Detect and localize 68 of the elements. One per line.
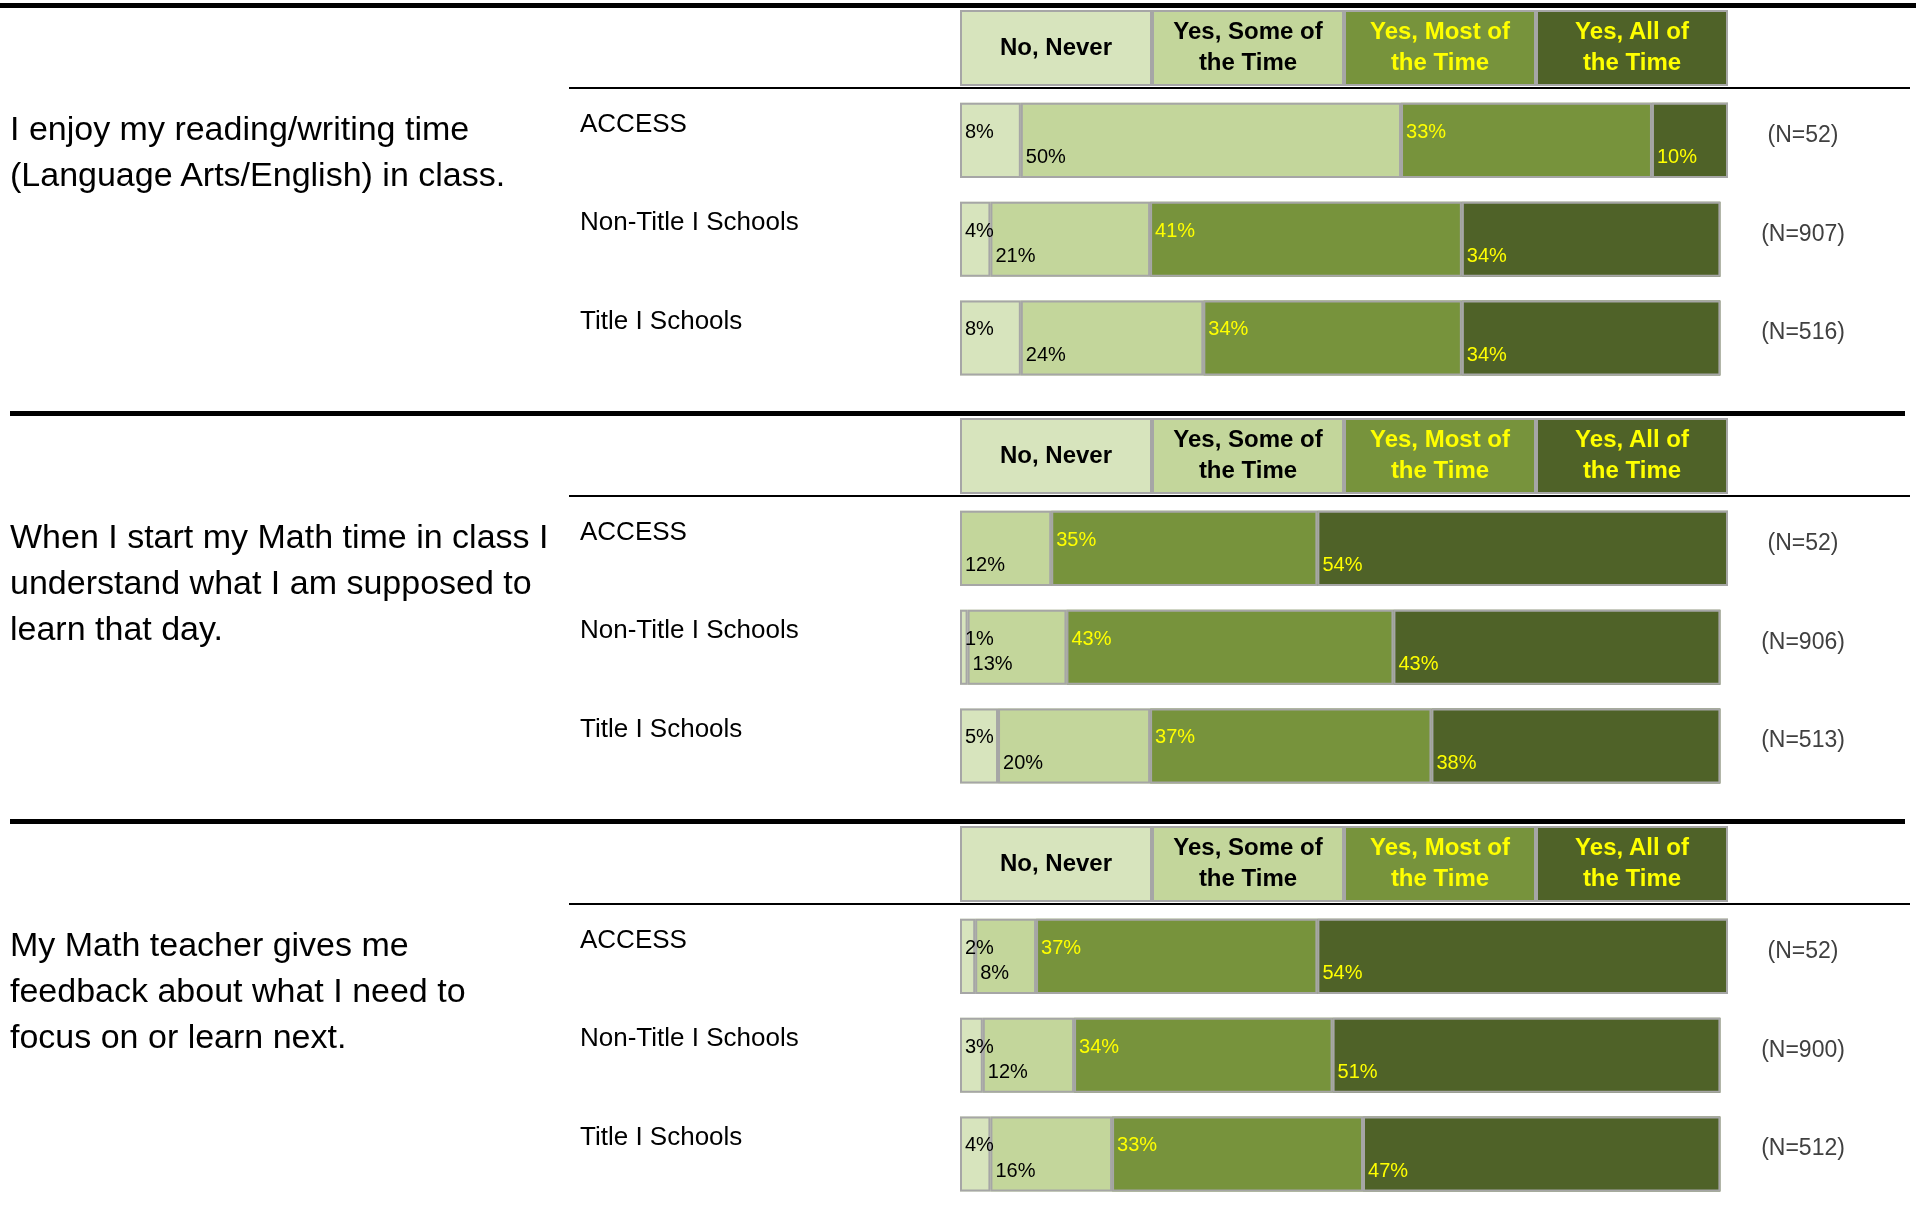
text: Yes, Most of the Time — [1369, 833, 1512, 892]
y-tick-label: ACCESS — [580, 923, 687, 954]
data-label: 54% — [1322, 960, 1363, 983]
text: When I start my Math time in class I understand what I am supposed to learn that day. — [10, 516, 550, 649]
data-label: 54% — [1322, 552, 1363, 575]
data-label: 8% — [965, 119, 995, 142]
data-label: 37% — [1155, 725, 1196, 748]
series-label: Yes, All of the Time — [1575, 833, 1690, 892]
data-label: 4% — [965, 1133, 995, 1156]
data-label: 12% — [987, 1059, 1029, 1082]
text: (N=52) — [1767, 936, 1839, 963]
series-label: Yes, All of the Time — [1575, 425, 1690, 484]
text: (N=52) — [1767, 120, 1839, 147]
series-label: Yes, All of the Time — [1575, 17, 1690, 76]
y-tick-label: Title I Schools — [580, 305, 743, 336]
data-label: 21% — [995, 243, 1036, 266]
data-label: 43% — [1071, 626, 1112, 649]
data-label: 38% — [1436, 750, 1477, 773]
text: (N=52) — [1767, 528, 1839, 555]
data-label: 43% — [1398, 651, 1439, 674]
series-label: Yes, Some of the Time — [1173, 17, 1324, 76]
y-tick-label: Title I Schools — [580, 1121, 743, 1152]
y-tick-label: Non-Title I Schools — [580, 614, 799, 645]
y-tick-label: ACCESS — [580, 107, 687, 138]
data-label: 13% — [972, 651, 1013, 674]
data-label: 2% — [965, 935, 995, 958]
text: (N=516) — [1761, 318, 1845, 345]
text: My Math teacher gives me feedback about what I need to focus on or learn next. — [10, 924, 467, 1057]
series-label: No, Never — [999, 32, 1113, 60]
data-label: 37% — [1041, 935, 1082, 958]
data-label: 8% — [965, 317, 995, 340]
data-label: 34% — [1208, 317, 1249, 340]
data-label: 34% — [1466, 342, 1508, 365]
data-label: 20% — [1003, 750, 1044, 773]
data-label: 34% — [1079, 1034, 1120, 1057]
data-label: 12% — [965, 552, 1006, 575]
data-label: 33% — [1406, 119, 1447, 142]
text: No, Never — [999, 848, 1113, 876]
data-label: 16% — [995, 1158, 1036, 1181]
text: (N=906) — [1761, 627, 1845, 654]
y-tick-label: Non-Title I Schools — [580, 206, 799, 237]
text: Yes, Some of the Time — [1173, 833, 1324, 892]
text: (N=513) — [1761, 726, 1845, 753]
data-label: 24% — [1025, 342, 1067, 365]
text: Yes, Most of the Time — [1369, 425, 1512, 484]
text: Yes, Some of the Time — [1173, 425, 1324, 484]
text: I enjoy my reading/writing time (Language Arts/English) in class. — [10, 108, 507, 195]
data-label: 50% — [1025, 144, 1067, 167]
y-tick-label: Title I Schools — [580, 713, 743, 744]
text: (N=512) — [1761, 1134, 1845, 1161]
text: (N=907) — [1761, 219, 1845, 246]
data-label: 10% — [1656, 144, 1698, 167]
text: (N=900) — [1761, 1035, 1845, 1062]
text: No, Never — [999, 440, 1113, 468]
y-tick-label: Non-Title I Schools — [580, 1022, 799, 1053]
series-label: Yes, Most of the Time — [1369, 17, 1512, 76]
data-label: 1% — [965, 626, 995, 649]
data-label: 4% — [965, 218, 995, 241]
data-label: 3% — [965, 1034, 995, 1057]
data-label: 34% — [1466, 243, 1508, 266]
data-label: 51% — [1337, 1059, 1378, 1082]
data-label: 33% — [1117, 1133, 1158, 1156]
data-label: 8% — [980, 960, 1010, 983]
data-label: 41% — [1155, 218, 1196, 241]
data-label: 47% — [1368, 1158, 1409, 1181]
y-tick-label: ACCESS — [580, 515, 687, 546]
data-label: 35% — [1056, 527, 1097, 550]
data-label: 5% — [965, 725, 995, 748]
